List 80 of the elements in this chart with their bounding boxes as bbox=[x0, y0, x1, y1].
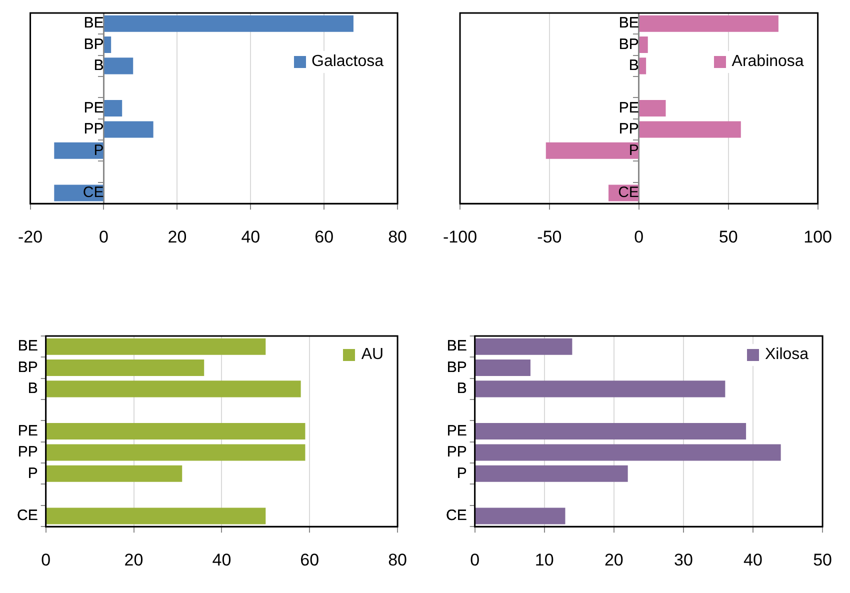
bar bbox=[639, 58, 646, 74]
legend-label: Arabinosa bbox=[732, 53, 804, 71]
y-tick-label: B bbox=[94, 57, 104, 74]
bar bbox=[475, 338, 572, 355]
y-tick-label: BP bbox=[84, 36, 104, 53]
y-tick-label: BE bbox=[84, 14, 104, 32]
x-tick-label: 0 bbox=[41, 550, 51, 570]
x-tick-label: 20 bbox=[124, 550, 144, 570]
bar bbox=[639, 100, 666, 117]
y-tick-label: CE bbox=[16, 507, 38, 524]
bar bbox=[104, 100, 122, 117]
y-tick-label: PE bbox=[446, 422, 467, 440]
y-tick-label: BE bbox=[18, 338, 38, 355]
y-tick-label: P bbox=[28, 464, 38, 482]
bar bbox=[54, 142, 104, 159]
x-tick-label: 40 bbox=[212, 550, 232, 570]
x-tick-label: 80 bbox=[388, 227, 408, 246]
y-tick-label: P bbox=[628, 142, 639, 159]
bar bbox=[104, 36, 112, 54]
bar bbox=[475, 444, 781, 461]
y-tick-label: PP bbox=[618, 120, 639, 138]
x-tick-label: 80 bbox=[388, 550, 408, 570]
x-tick-label: 0 bbox=[634, 227, 644, 246]
bar bbox=[46, 423, 306, 440]
x-tick-label: 20 bbox=[604, 550, 624, 570]
bar bbox=[104, 15, 354, 32]
y-tick-label: BE bbox=[618, 14, 639, 32]
x-tick-label: 50 bbox=[718, 227, 738, 246]
y-tick-label: B bbox=[456, 380, 467, 398]
y-tick-label: PE bbox=[18, 422, 38, 440]
bar bbox=[475, 360, 530, 376]
bar bbox=[475, 423, 746, 440]
x-tick-label: 60 bbox=[300, 550, 320, 570]
y-tick-label: BE bbox=[446, 338, 467, 355]
x-tick-label: -20 bbox=[18, 227, 43, 246]
legend-label: Xilosa bbox=[764, 346, 809, 364]
x-tick-label: 50 bbox=[813, 550, 832, 570]
legend-label: Galactosa bbox=[312, 53, 384, 71]
bar bbox=[46, 444, 306, 461]
x-tick-label: -100 bbox=[442, 227, 478, 246]
y-tick-label: CE bbox=[446, 507, 467, 524]
bar bbox=[46, 338, 266, 355]
x-tick-label: 100 bbox=[804, 227, 832, 246]
y-tick-label: PP bbox=[18, 444, 38, 461]
bar bbox=[475, 465, 628, 482]
bar bbox=[46, 360, 204, 376]
bar bbox=[46, 465, 182, 482]
y-tick-label: BP bbox=[446, 358, 467, 376]
x-tick-label: 60 bbox=[314, 227, 334, 246]
y-tick-label: PE bbox=[84, 99, 104, 116]
bar bbox=[639, 36, 648, 54]
x-tick-label: -50 bbox=[537, 227, 562, 246]
y-tick-label: B bbox=[628, 57, 639, 74]
bar bbox=[104, 58, 134, 74]
y-tick-label: PP bbox=[446, 444, 467, 461]
bar bbox=[104, 121, 154, 138]
bar bbox=[475, 380, 726, 398]
x-tick-label: 10 bbox=[534, 550, 554, 570]
y-tick-label: CE bbox=[618, 184, 639, 202]
x-tick-label: 20 bbox=[168, 227, 187, 246]
bar bbox=[475, 508, 566, 524]
y-tick-label: BP bbox=[618, 36, 639, 53]
bar bbox=[639, 121, 741, 138]
y-tick-label: PP bbox=[84, 120, 104, 138]
y-tick-label: PE bbox=[618, 99, 639, 116]
x-tick-label: 40 bbox=[744, 550, 762, 570]
x-tick-label: 40 bbox=[241, 227, 260, 246]
x-tick-label: 30 bbox=[674, 550, 693, 570]
x-tick-label: 0 bbox=[470, 550, 480, 570]
y-tick-label: P bbox=[456, 464, 467, 482]
y-tick-label: BP bbox=[18, 358, 38, 376]
bar bbox=[546, 142, 638, 159]
bar bbox=[46, 380, 301, 398]
y-tick-label: B bbox=[28, 380, 38, 398]
bar bbox=[639, 15, 778, 32]
x-tick-label: 0 bbox=[99, 227, 108, 246]
y-tick-label: P bbox=[94, 142, 104, 159]
legend-label: AU bbox=[361, 346, 384, 364]
y-tick-label: CE bbox=[82, 184, 104, 202]
bar bbox=[46, 508, 266, 524]
